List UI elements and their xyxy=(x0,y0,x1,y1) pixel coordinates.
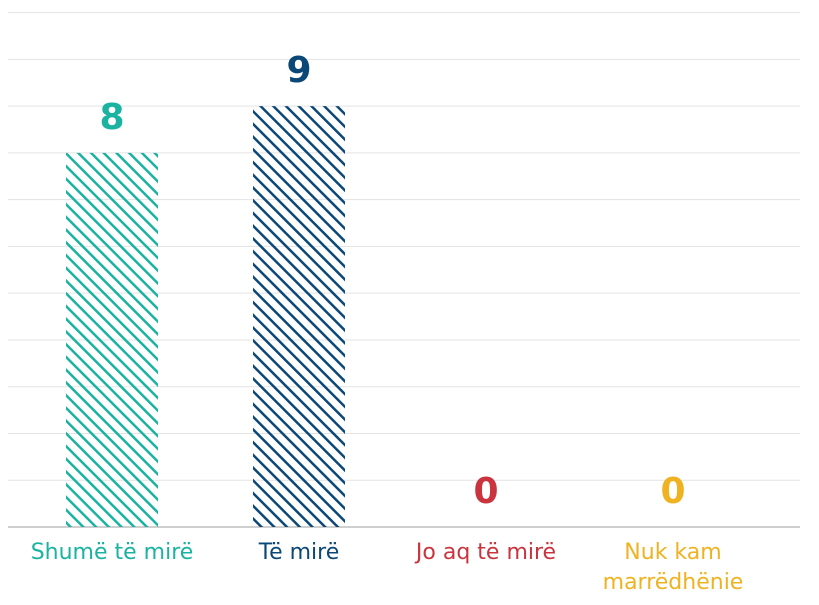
bar xyxy=(253,106,345,528)
value-label: 8 xyxy=(99,97,124,138)
value-label: 9 xyxy=(286,50,311,91)
x-tick-label: Jo aq të mirë xyxy=(415,540,557,565)
x-tick-label: Nuk kam marrëdhënie xyxy=(602,540,744,595)
bar xyxy=(66,152,158,527)
x-tick-label: Të mirë xyxy=(258,540,340,565)
value-label: 0 xyxy=(660,471,685,512)
value-label: 0 xyxy=(473,471,498,512)
x-tick-label: Shumë të mirë xyxy=(30,540,194,565)
